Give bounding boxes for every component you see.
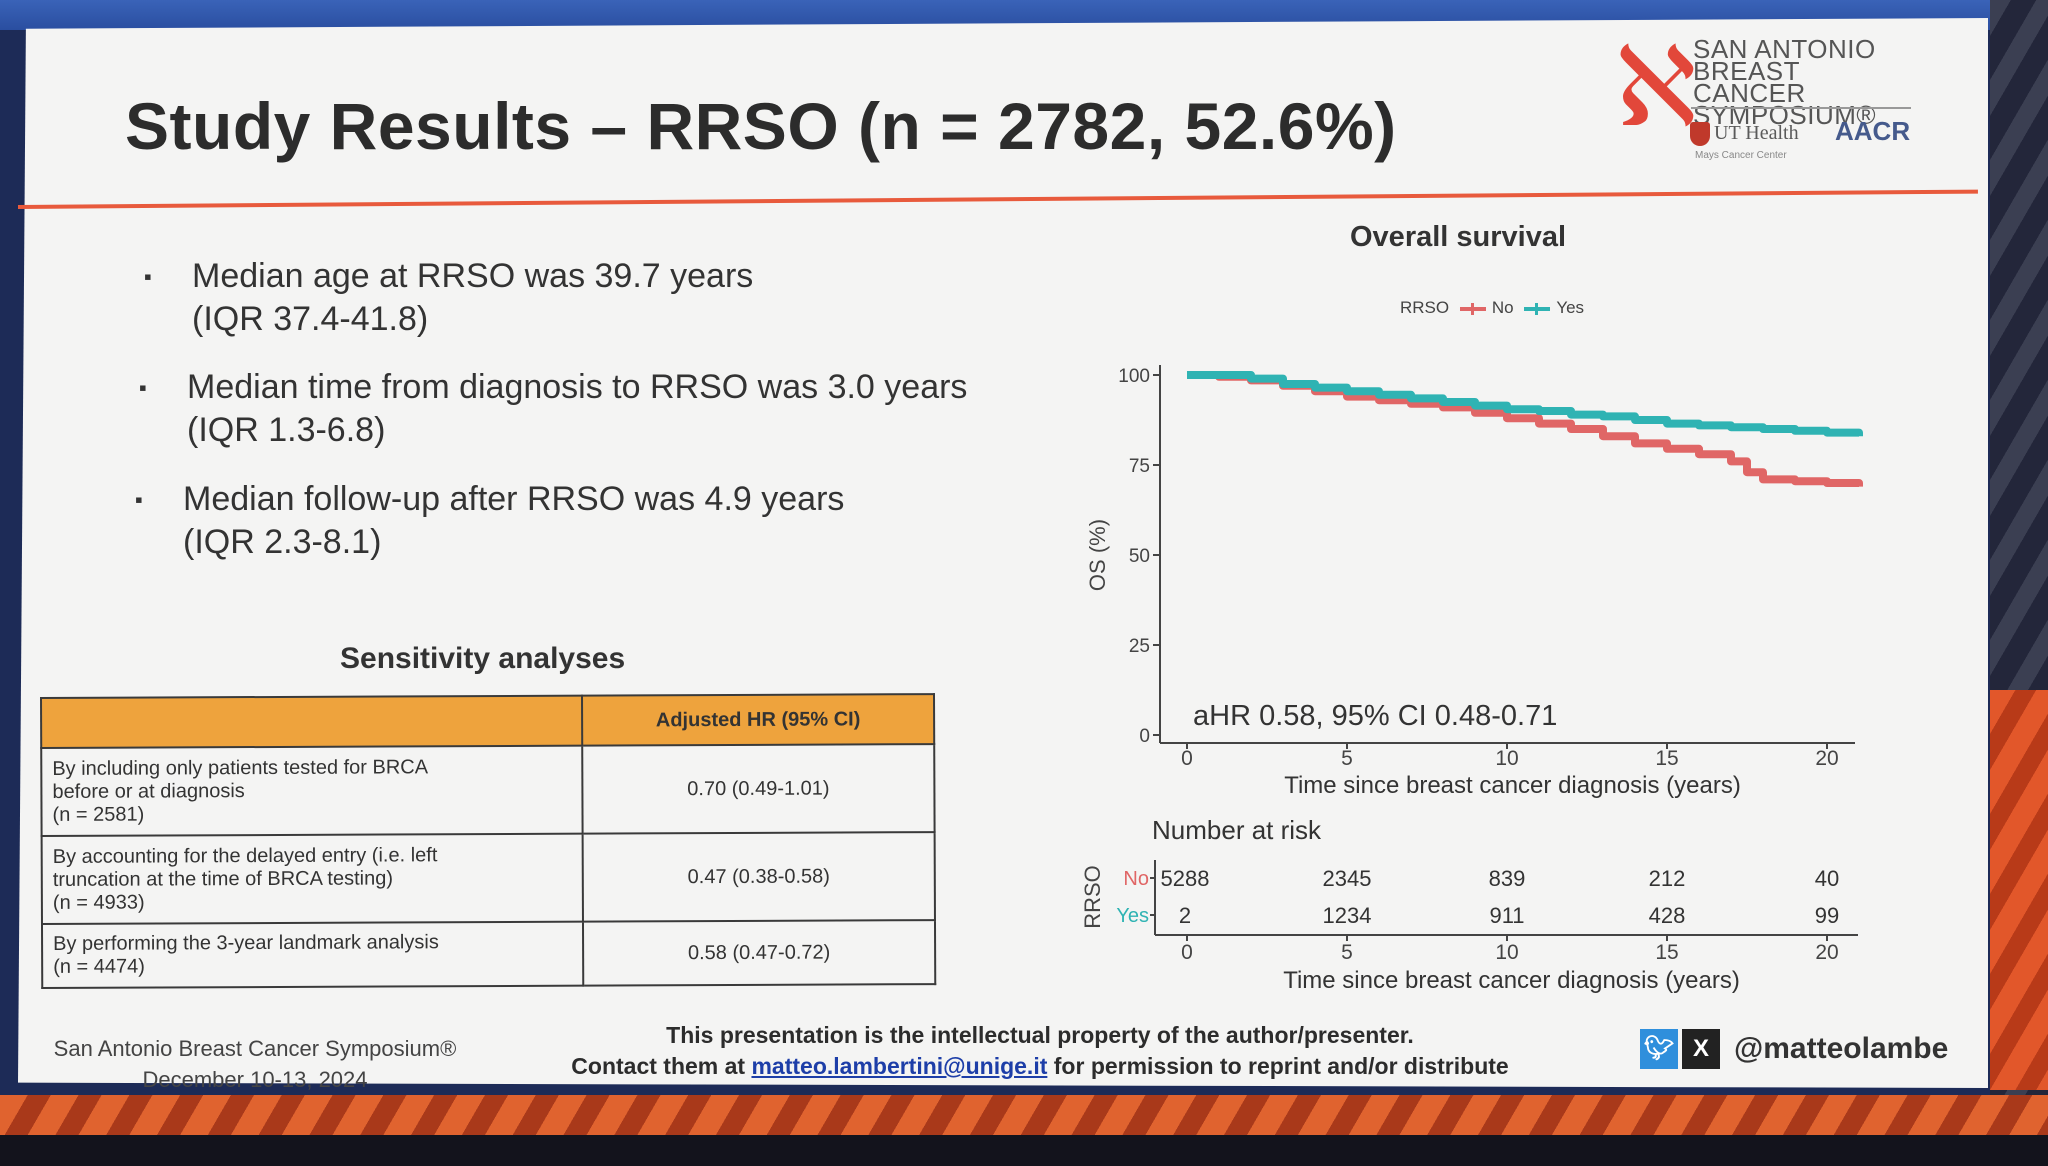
risk-x-tick-label: 0 bbox=[1181, 941, 1193, 964]
x-tick-label: 5 bbox=[1341, 747, 1353, 770]
twitter-handle: @matteolambe bbox=[1734, 1032, 1949, 1065]
risk-x-axis-label: Time since breast cancer diagnosis (year… bbox=[1283, 967, 1740, 994]
y-tick-label: 100 bbox=[1118, 366, 1150, 387]
y-axis-label: OS (%) bbox=[1085, 519, 1110, 591]
stage-floor bbox=[0, 1135, 2048, 1166]
x-tick-label: 15 bbox=[1655, 747, 1678, 770]
risk-count-yes: 2 bbox=[1179, 903, 1191, 928]
y-tick-label: 75 bbox=[1129, 456, 1150, 477]
legend-swatch-yes bbox=[1524, 302, 1551, 315]
logo-text: SAN ANTONIO BREAST CANCER SYMPOSIUM® bbox=[1693, 34, 1877, 130]
risk-count-no: 2345 bbox=[1323, 866, 1372, 891]
legend-label-yes: Yes bbox=[1556, 298, 1585, 317]
risk-x-tick-label: 5 bbox=[1341, 941, 1353, 964]
chart-legend: RRSO No Yes bbox=[1400, 298, 1584, 318]
risk-count-yes: 911 bbox=[1489, 903, 1524, 928]
ut-health-logo: UT Health bbox=[1690, 122, 1799, 147]
risk-count-no: 839 bbox=[1489, 866, 1526, 891]
y-tick-label: 0 bbox=[1139, 726, 1150, 747]
x-tick-label: 20 bbox=[1815, 747, 1838, 770]
x-tick-label: 10 bbox=[1495, 747, 1518, 770]
legend-label-no: No bbox=[1491, 298, 1514, 317]
footer-conference: San Antonio Breast Cancer Symposium® Dec… bbox=[53, 1036, 457, 1092]
bullet-marker: ▪ bbox=[135, 487, 143, 512]
risk-x-tick-label: 10 bbox=[1495, 941, 1518, 964]
sensitivity-title: Sensitivity analyses bbox=[340, 642, 626, 675]
y-tick-label: 25 bbox=[1129, 636, 1150, 657]
bullet-marker: ▪ bbox=[139, 375, 147, 400]
risk-count-no: 212 bbox=[1649, 866, 1686, 891]
x-tick-label: 0 bbox=[1181, 747, 1193, 770]
contact-email-link[interactable]: matteo.lambertini@unige.it bbox=[751, 1053, 1048, 1079]
risk-count-no: 5288 bbox=[1161, 866, 1210, 891]
risk-y-axis-label: RRSO bbox=[1080, 865, 1105, 929]
x-logo-icon: X bbox=[1682, 1029, 1720, 1069]
x-axis-label: Time since breast cancer diagnosis (year… bbox=[1284, 772, 1741, 799]
aacr-logo: AACR bbox=[1835, 116, 1911, 146]
legend-title: RRSO bbox=[1400, 298, 1450, 317]
logo-divider bbox=[1691, 107, 1911, 109]
risk-row-label-no: No bbox=[1123, 868, 1149, 890]
bullet-marker: ▪ bbox=[144, 264, 152, 289]
risk-x-tick-label: 15 bbox=[1655, 941, 1678, 964]
hazard-ratio-annotation: aHR 0.58, 95% CI 0.48-0.71 bbox=[1193, 700, 1558, 732]
ribbon-icon: ℵ bbox=[1615, 23, 1697, 151]
bullet-item: ▪ Median time from diagnosis to RRSO was… bbox=[139, 368, 968, 449]
chart-title: Overall survival bbox=[1350, 221, 1567, 253]
bullet-item: ▪ Median follow-up after RRSO was 4.9 ye… bbox=[135, 480, 845, 561]
survival-curve-yes bbox=[1187, 371, 1863, 437]
ut-shield-icon bbox=[1690, 122, 1710, 147]
social-handle: 🐦︎ X @matteolambe bbox=[1640, 1029, 1948, 1069]
risk-row-label-yes: Yes bbox=[1116, 905, 1149, 927]
bullet-item: ▪ Median age at RRSO was 39.7 years (IQR… bbox=[144, 257, 754, 338]
risk-count-yes: 1234 bbox=[1323, 903, 1372, 928]
risk-x-tick-label: 20 bbox=[1815, 941, 1838, 964]
slide-title: Study Results – RRSO (n = 2782, 52.6%) bbox=[125, 89, 1397, 163]
stage-decoration-orange bbox=[1990, 690, 2048, 1090]
stage-decoration-bottom bbox=[0, 1095, 2048, 1135]
y-tick-label: 50 bbox=[1129, 546, 1150, 567]
ut-health-subtitle: Mays Cancer Center bbox=[1695, 150, 1787, 161]
sabcs-logo: ℵ SAN ANTONIO BREAST CANCER SYMPOSIUM® U… bbox=[1615, 32, 1915, 172]
legend-swatch-no bbox=[1459, 302, 1486, 315]
twitter-bird-icon: 🐦︎ bbox=[1640, 1029, 1678, 1069]
risk-count-no: 40 bbox=[1815, 866, 1839, 891]
footer-copyright: This presentation is the intellectual pr… bbox=[571, 1022, 1509, 1079]
risk-table-title: Number at risk bbox=[1152, 815, 1322, 845]
risk-count-yes: 99 bbox=[1815, 903, 1839, 928]
risk-count-yes: 428 bbox=[1649, 903, 1686, 928]
